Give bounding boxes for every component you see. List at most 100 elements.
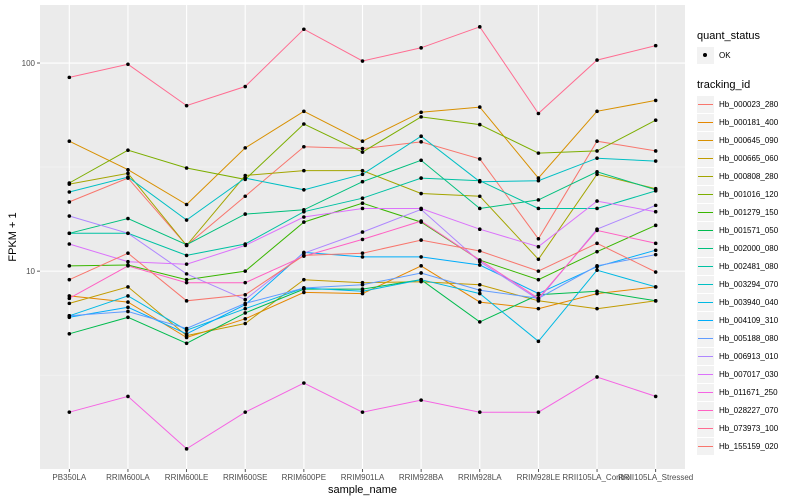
data-point-Hb_001279_150 [184,277,189,282]
x-tick-label: RRIM928LE [517,473,561,482]
legend-entry: Hb_005188_080 [697,329,800,347]
legend-entry: Hb_001571_050 [697,221,800,239]
data-point-Hb_000645_090 [302,109,306,114]
legend-label: Hb_002000_080 [719,243,779,253]
legend-label: Hb_007017_030 [719,369,779,379]
data-point-Hb_003940_040 [243,306,248,311]
legend-label: Hb_004109_310 [719,315,779,325]
data-point-Hb_003294_070 [184,218,189,222]
data-point-Hb_003294_070 [126,175,130,179]
legend-entry: Hb_003940_040 [697,293,800,311]
legend-entry: Hb_028227_070 [697,401,800,419]
data-point-Hb_000181_400 [302,290,306,295]
data-point-Hb_001016_120 [595,149,599,153]
data-point-Hb_005188_080 [653,252,658,257]
data-point-Hb_028227_070 [536,296,541,301]
data-point-Hb_002000_080 [126,216,130,221]
data-point-Hb_028227_070 [243,280,248,285]
data-point-Hb_155159_020 [243,292,248,297]
data-point-Hb_000645_090 [243,146,248,150]
data-point-Hb_155159_020 [184,299,189,303]
legend: quant_status OK tracking_id Hb_000023_28… [690,30,800,455]
data-point-Hb_001016_120 [67,181,72,185]
line-swatch-icon [697,221,714,239]
legend-label: Hb_001016_120 [719,189,779,199]
data-point-Hb_001016_120 [477,122,482,127]
line-swatch-icon [697,257,714,275]
y-tick-label: 10 [26,267,35,276]
x-tick-label: PB350LA [52,473,86,482]
data-point-Hb_155159_020 [67,277,72,282]
data-point-Hb_011671_250 [419,398,423,402]
legend-label: Hb_000808_280 [719,171,779,181]
data-point-Hb_001016_120 [653,118,658,123]
line-swatch-icon [697,437,714,455]
data-point-Hb_000181_400 [419,264,423,268]
data-point-Hb_011671_250 [184,447,189,451]
data-point-Hb_000665_060 [243,321,248,326]
data-point-Hb_006913_010 [126,231,130,236]
data-point-Hb_004109_310 [184,331,189,336]
line-swatch-icon [697,293,714,311]
data-point-Hb_007017_030 [243,243,248,248]
data-point-Hb_011671_250 [67,410,72,414]
data-point-Hb_005188_080 [243,301,248,306]
data-point-Hb_073973_100 [536,111,541,116]
legend-label: Hb_001279_150 [719,207,779,217]
data-point-Hb_004109_310 [360,255,365,259]
data-point-Hb_001571_050 [126,315,130,320]
data-point-Hb_004109_310 [536,291,541,296]
legend-entry: Hb_006913_010 [697,347,800,365]
line-swatch-icon [697,365,714,383]
data-point-Hb_028227_070 [67,296,72,301]
legend-label: Hb_011671_250 [719,387,778,397]
data-point-Hb_073973_100 [126,62,130,67]
data-point-Hb_000808_280 [536,257,541,262]
data-point-Hb_003294_070 [536,178,541,183]
data-point-Hb_000645_090 [477,105,482,109]
legend-entry: Hb_000645_090 [697,131,800,149]
data-point-Hb_002481_080 [360,196,365,201]
data-point-Hb_073973_100 [477,25,482,29]
data-point-Hb_005188_080 [595,264,599,268]
x-tick-label: RRIM600LA [106,473,150,482]
data-point-Hb_002481_080 [653,189,658,193]
data-point-Hb_001016_120 [419,115,423,119]
x-tick-label: RRIM928LA [458,473,502,482]
legend-entry: Hb_007017_030 [697,365,800,383]
legend-label: Hb_005188_080 [719,333,779,343]
legend-entry: Hb_000023_280 [697,95,800,113]
x-axis: PB350LA RRIM600LA RRIM600LE RRIM600SE RRIM60… [52,469,693,482]
y-axis-title: FPKM + 1 [7,212,19,261]
data-point-Hb_002481_080 [536,206,541,211]
data-point-Hb_000023_280 [653,149,658,153]
data-point-Hb_000808_280 [243,173,248,178]
data-point-Hb_005188_080 [302,286,306,290]
data-point-Hb_001279_150 [243,269,248,273]
data-point-Hb_005188_080 [184,326,189,331]
legend-label: Hb_000023_280 [719,99,779,109]
data-point-Hb_003940_040 [360,289,365,294]
data-point-Hb_002000_080 [243,212,248,216]
data-point-Hb_003294_070 [243,176,248,180]
data-point-Hb_000023_280 [243,194,248,199]
data-point-Hb_001279_150 [360,201,365,206]
data-point-Hb_007017_030 [126,259,130,264]
data-point-Hb_001571_050 [653,299,658,303]
data-point-Hb_002481_080 [595,206,599,211]
data-point-Hb_003294_070 [595,156,599,160]
data-point-Hb_000645_090 [653,98,658,103]
legend-entry: Hb_004109_310 [697,311,800,329]
data-point-Hb_004109_310 [126,305,130,310]
data-point-Hb_000665_060 [126,285,130,289]
data-point-Hb_002481_080 [184,253,189,258]
data-point-Hb_003940_040 [653,285,658,289]
shape-legend-label: OK [719,50,731,60]
data-point-Hb_000023_280 [477,157,482,161]
data-point-Hb_000808_280 [360,168,365,173]
data-point-Hb_006913_010 [653,203,658,208]
data-point-Hb_003940_040 [536,339,541,344]
data-point-Hb_000181_400 [536,306,541,311]
data-point-Hb_007017_030 [653,209,658,214]
data-point-Hb_003940_040 [595,268,599,273]
